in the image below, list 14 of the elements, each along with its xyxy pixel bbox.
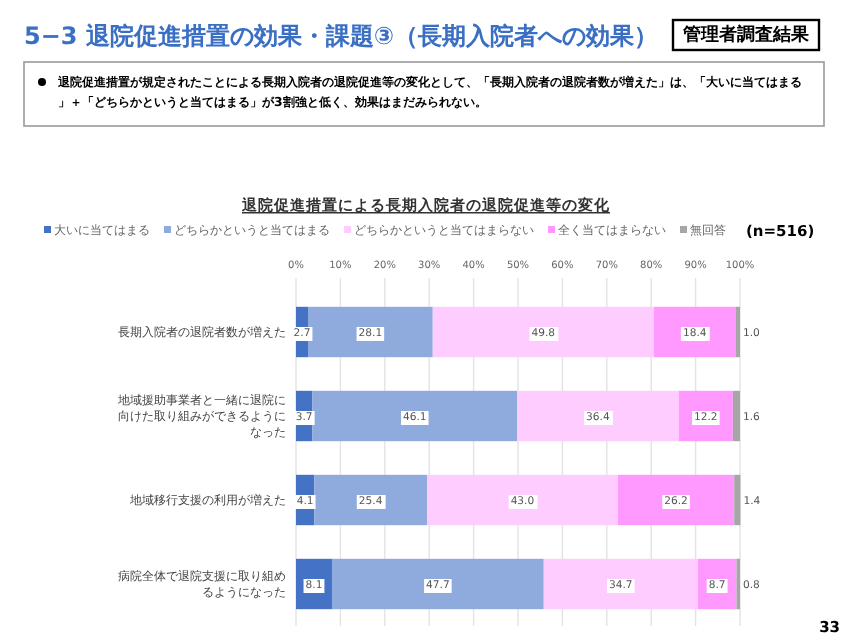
bar <box>314 474 427 526</box>
bar <box>732 390 740 442</box>
bar <box>426 474 618 526</box>
bar <box>617 474 735 526</box>
bar <box>517 390 679 442</box>
bar <box>734 474 741 526</box>
bar <box>307 306 433 358</box>
text: 管理者調査結果 <box>681 24 811 46</box>
bar <box>543 558 698 610</box>
bar <box>331 558 544 610</box>
title: 5−3 退院促進措置の効果・課題③（長期入院者への効果） <box>24 22 659 50</box>
bar <box>312 390 518 442</box>
bar <box>653 306 736 358</box>
bar <box>432 306 654 358</box>
